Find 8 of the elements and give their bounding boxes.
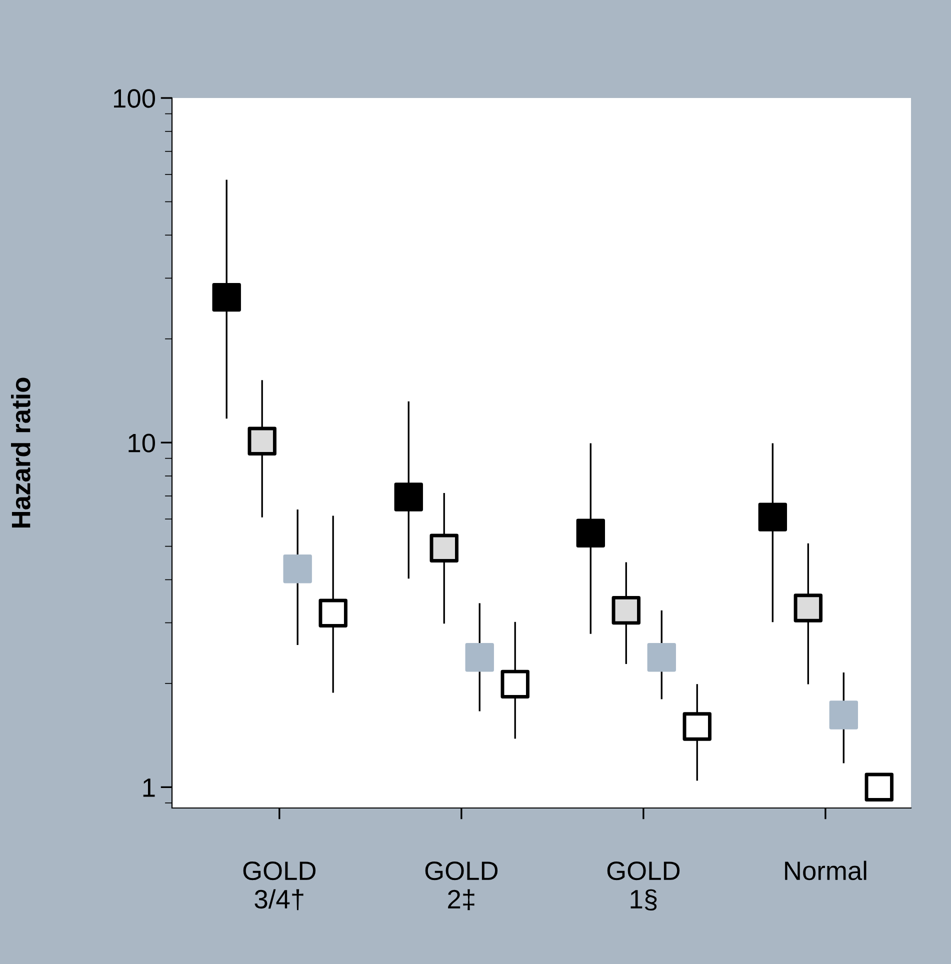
x-tick-label: GOLD 3/4†	[243, 861, 316, 910]
y-tick-label: 100	[114, 89, 155, 108]
y-tick-label: 1	[143, 778, 155, 797]
y-axis-title: Hazard ratio	[11, 378, 30, 528]
y-tick-label: 10	[128, 434, 155, 452]
x-tick-label: GOLD 1§	[607, 861, 680, 911]
x-tick-label: Normal	[785, 860, 866, 880]
x-tick-label: GOLD 2‡	[425, 861, 498, 910]
